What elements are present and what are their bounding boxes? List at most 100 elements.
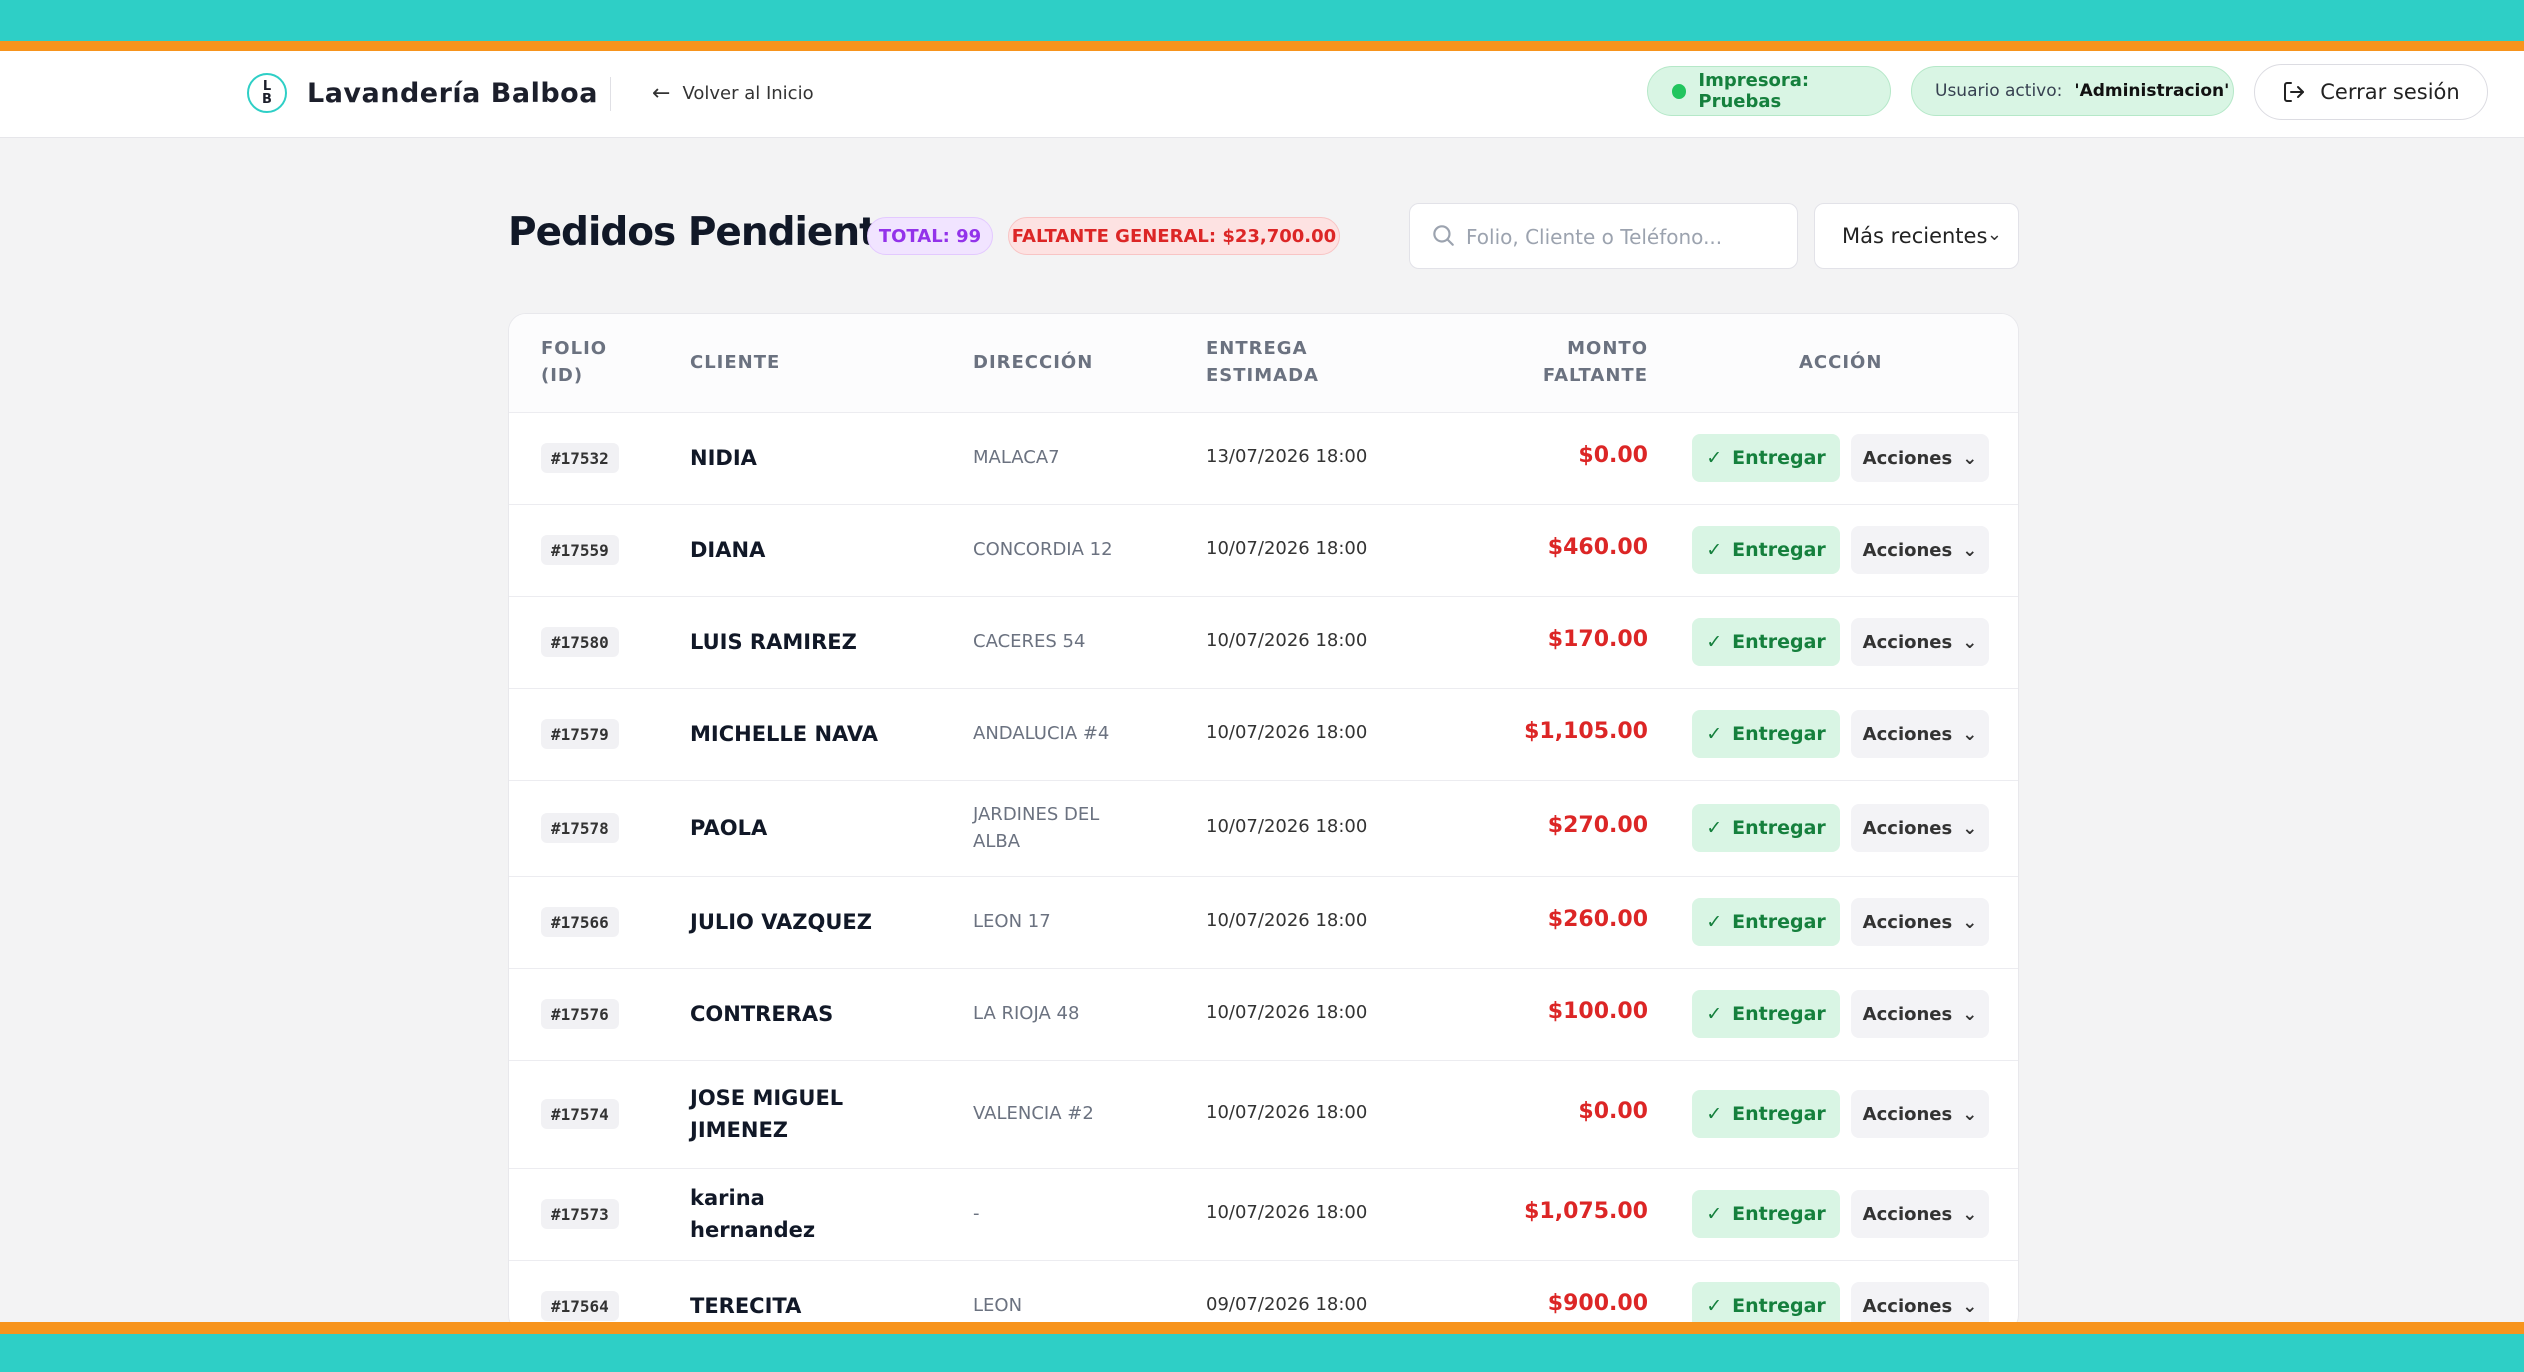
amount-due: $100.00 [1547,999,1648,1024]
estimated-delivery: 09/07/2026 18:00 [1206,1294,1368,1315]
header-divider [610,77,611,111]
folio-tag: #17579 [541,719,619,749]
check-icon: ✓ [1706,723,1723,745]
acciones-dropdown-button[interactable]: Acciones ⌄ [1851,434,1989,482]
address: ANDALUCIA #4 [973,723,1110,744]
client-name: DIANA [690,538,766,562]
acciones-dropdown-button[interactable]: Acciones ⌄ [1851,618,1989,666]
table-row: #17564 TERECITA LEON 09/07/2026 18:00 $900.0… [509,1260,2018,1332]
entregar-button[interactable]: ✓ Entregar [1692,990,1840,1038]
column-header-folio-line1: FOLIO [541,338,608,359]
folio-tag: #17532 [541,443,619,473]
column-header-entrega-line1: ENTREGA [1206,338,1308,359]
check-icon: ✓ [1706,1203,1723,1225]
entregar-button[interactable]: ✓ Entregar [1692,434,1840,482]
client-name: karina hernandez [690,1186,816,1242]
check-icon: ✓ [1706,447,1723,469]
faltante-general-badge: FALTANTE GENERAL: $23,700.00 [1008,217,1340,255]
page-title: Pedidos Pendientes [508,210,925,255]
amount-due: $1,075.00 [1524,1199,1648,1224]
client-name: JOSE MIGUEL JIMENEZ [690,1086,844,1142]
top-navbar: L B Lavandería Balboa ← Volver al Inicio… [0,51,2524,138]
chevron-down-icon: ⌄ [1962,1295,1978,1317]
amount-due: $0.00 [1578,443,1648,468]
entregar-button[interactable]: ✓ Entregar [1692,526,1840,574]
entregar-label: Entregar [1732,911,1826,933]
brand-name: Lavandería Balboa [307,78,598,109]
total-badge: TOTAL: 99 [867,217,993,255]
acciones-dropdown-button[interactable]: Acciones ⌄ [1851,898,1989,946]
table-header: FOLIO (ID) CLIENTE DIRECCIÓN ENTREGA EST… [509,314,2018,413]
acciones-dropdown-button[interactable]: Acciones ⌄ [1851,526,1989,574]
client-name: JULIO VAZQUEZ [690,910,873,934]
entregar-button[interactable]: ✓ Entregar [1692,1090,1840,1138]
acciones-label: Acciones [1862,723,1953,745]
chevron-down-icon: ⌄ [1962,1203,1978,1225]
folio-tag: #17578 [541,813,619,843]
printer-status-pill: Impresora: Pruebas [1647,66,1891,116]
estimated-delivery: 10/07/2026 18:00 [1206,910,1368,931]
client-name: MICHELLE NAVA [690,722,878,746]
logout-button[interactable]: Cerrar sesión [2254,64,2488,120]
acciones-dropdown-button[interactable]: Acciones ⌄ [1851,1190,1989,1238]
check-icon: ✓ [1706,539,1723,561]
entregar-label: Entregar [1732,817,1826,839]
entregar-button[interactable]: ✓ Entregar [1692,804,1840,852]
acciones-dropdown-button[interactable]: Acciones ⌄ [1851,804,1989,852]
folio-tag: #17576 [541,999,619,1029]
estimated-delivery: 10/07/2026 18:00 [1206,1102,1368,1123]
amount-due: $0.00 [1578,1099,1648,1124]
chevron-down-icon: ⌄ [1962,911,1978,933]
back-to-home-link[interactable]: ← Volver al Inicio [652,81,814,106]
table-row: #17559 DIANA CONCORDIA 12 10/07/2026 18:00 $… [509,504,2018,597]
top-orange-band [0,41,2524,51]
entregar-button[interactable]: ✓ Entregar [1692,898,1840,946]
chevron-down-icon: ⌄ [1962,723,1978,745]
logo-letter-bottom: B [262,92,272,107]
address: CONCORDIA 12 [973,539,1113,560]
table-row: #17579 MICHELLE NAVA ANDALUCIA #4 10/07/202… [509,688,2018,781]
logout-icon [2284,82,2305,102]
status-dot-icon [1672,83,1687,99]
entregar-label: Entregar [1732,1203,1826,1225]
column-header-entrega-line2: ESTIMADA [1206,365,1319,386]
folio-tag: #17580 [541,627,619,657]
entregar-button[interactable]: ✓ Entregar [1692,618,1840,666]
entregar-button[interactable]: ✓ Entregar [1692,710,1840,758]
acciones-dropdown-button[interactable]: Acciones ⌄ [1851,710,1989,758]
check-icon: ✓ [1706,911,1723,933]
folio-tag: #17564 [541,1291,619,1321]
entregar-label: Entregar [1732,723,1826,745]
entregar-label: Entregar [1732,631,1826,653]
entregar-label: Entregar [1732,1103,1826,1125]
address: LA RIOJA 48 [973,1003,1080,1024]
folio-tag: #17574 [541,1099,619,1129]
address: CACERES 54 [973,631,1086,652]
column-header-monto-line2: FALTANTE [1542,365,1648,386]
acciones-label: Acciones [1862,447,1953,469]
acciones-label: Acciones [1862,1003,1953,1025]
table-row: #17580 LUIS RAMIREZ CACERES 54 10/07/2026 1… [509,596,2018,689]
acciones-label: Acciones [1862,539,1953,561]
acciones-dropdown-button[interactable]: Acciones ⌄ [1851,1090,1989,1138]
active-user-name: 'Administracion' [2074,81,2230,101]
address: MALACA7 [973,447,1060,468]
address: VALENCIA #2 [973,1103,1094,1124]
sort-select[interactable]: Más recientes ⌄ [1814,203,2019,269]
search-input[interactable] [1464,204,1788,270]
check-icon: ✓ [1706,631,1723,653]
folio-tag: #17573 [541,1199,619,1229]
column-header-folio: FOLIO (ID) [541,335,607,389]
acciones-dropdown-button[interactable]: Acciones ⌄ [1851,990,1989,1038]
entregar-label: Entregar [1732,447,1826,469]
chevron-down-icon: ⌄ [1986,224,2002,245]
entregar-button[interactable]: ✓ Entregar [1692,1190,1840,1238]
amount-due: $1,105.00 [1524,719,1648,744]
column-header-accion: ACCIÓN [1799,352,1883,373]
chevron-down-icon: ⌄ [1962,817,1978,839]
sort-selected-value: Más recientes [1842,224,1988,248]
table-row: #17578 PAOLA JARDINES DEL ALBA 10/07/2026 1… [509,780,2018,877]
estimated-delivery: 10/07/2026 18:00 [1206,1002,1368,1023]
arrow-left-icon: ← [652,81,671,106]
address: - [973,1203,980,1224]
